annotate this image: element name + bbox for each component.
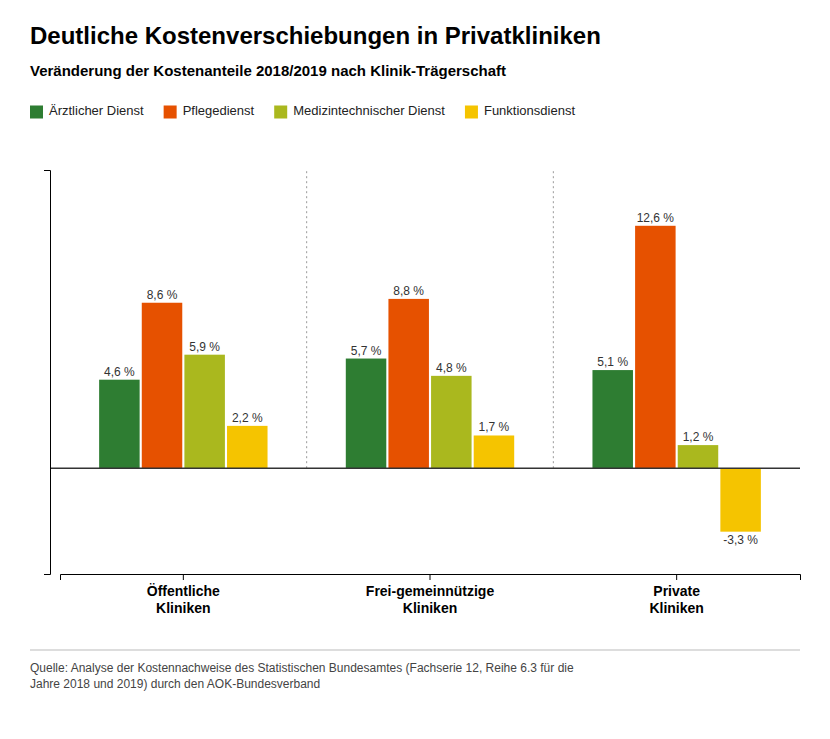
bar [388, 299, 429, 468]
bar [184, 355, 225, 469]
legend-item: Ärztlicher Dienst [30, 103, 144, 118]
x-tick-label: PrivateKliniken [649, 583, 703, 616]
legend-swatch [30, 106, 43, 119]
chart: Deutliche Kostenverschiebungen in Privat… [0, 0, 830, 739]
x-tick-mark [430, 574, 431, 580]
legend-item: Medizintechnischer Dienst [274, 103, 445, 118]
x-tick-label-line: Kliniken [156, 600, 210, 616]
title: Deutliche Kostenverschiebungen in Privat… [30, 22, 601, 49]
legend-label: Funktionsdienst [484, 103, 575, 118]
source-rule [30, 650, 800, 651]
data-label: 8,6 % [147, 288, 178, 302]
group-separator [553, 170, 554, 468]
bar [346, 359, 387, 469]
x-tick-label: Frei-gemeinnützigeKliniken [366, 583, 495, 616]
data-label: 5,7 % [351, 344, 382, 358]
legend: Ärztlicher Dienst Pflegedienst Medizintech… [30, 103, 575, 118]
x-tick-label-line: Frei-gemeinnützige [366, 583, 495, 599]
bar [635, 226, 676, 468]
x-tick-mark [183, 574, 184, 580]
subtitle: Veränderung der Kostenanteile 2018/2019 … [30, 62, 506, 79]
x-axis: ÖffentlicheKlinikenFrei-gemeinnützigeKli… [61, 574, 801, 616]
bar [678, 445, 719, 468]
data-label: 4,8 % [436, 361, 467, 375]
data-label: 1,2 % [683, 430, 714, 444]
bars [99, 226, 761, 532]
y-axis [44, 171, 51, 575]
legend-label: Pflegedienst [183, 103, 255, 118]
legend-swatch [274, 106, 287, 119]
x-axis-line [61, 575, 801, 581]
group-separator [306, 170, 307, 468]
data-label: 12,6 % [637, 211, 675, 225]
series [142, 226, 676, 468]
bar [227, 426, 268, 468]
legend-item: Pflegedienst [164, 103, 255, 118]
bar [142, 303, 183, 468]
data-label: 1,7 % [479, 420, 510, 434]
data-label: 8,8 % [393, 284, 424, 298]
annotation-line: Jahre 2018 und 2019) durch den AOK-Bunde… [30, 677, 320, 691]
separators [307, 170, 554, 468]
bar [431, 376, 472, 468]
zero-line [50, 467, 800, 469]
data-label: 5,1 % [597, 355, 628, 369]
bar [99, 380, 140, 468]
legend-label: Ärztlicher Dienst [49, 103, 144, 118]
x-tick-mark [676, 574, 677, 580]
x-tick: ÖffentlicheKliniken [147, 574, 220, 616]
y-axis-line [44, 171, 51, 575]
x-tick-label-line: Kliniken [649, 600, 703, 616]
x-tick: PrivateKliniken [649, 574, 703, 616]
data-label: 4,6 % [104, 365, 135, 379]
bar [474, 435, 515, 468]
data-labels: 4,6 % 5,7 % 5,1 % 8,6 % 8,8 % 12,6 % 5,9 % 4,8 … [104, 211, 758, 547]
legend-swatch [465, 106, 478, 119]
series [184, 355, 718, 469]
x-tick-label: ÖffentlicheKliniken [147, 583, 220, 616]
x-tick: Frei-gemeinnützigeKliniken [366, 574, 495, 616]
bar [720, 468, 761, 531]
x-tick-label-line: Kliniken [403, 600, 457, 616]
annotation: Quelle: Analyse der Kostennachweise des … [30, 661, 574, 691]
x-tick-label-line: Private [653, 583, 700, 599]
bar [592, 370, 633, 468]
annotation-line: Quelle: Analyse der Kostennachweise des … [30, 661, 574, 675]
legend-item: Funktionsdienst [465, 103, 575, 118]
data-label: 5,9 % [189, 340, 220, 354]
series [227, 426, 761, 532]
legend-swatch [164, 106, 177, 119]
x-tick-label-line: Öffentliche [147, 583, 220, 599]
data-label: -3,3 % [723, 533, 758, 547]
data-label: 2,2 % [232, 411, 263, 425]
legend-label: Medizintechnischer Dienst [293, 103, 445, 118]
